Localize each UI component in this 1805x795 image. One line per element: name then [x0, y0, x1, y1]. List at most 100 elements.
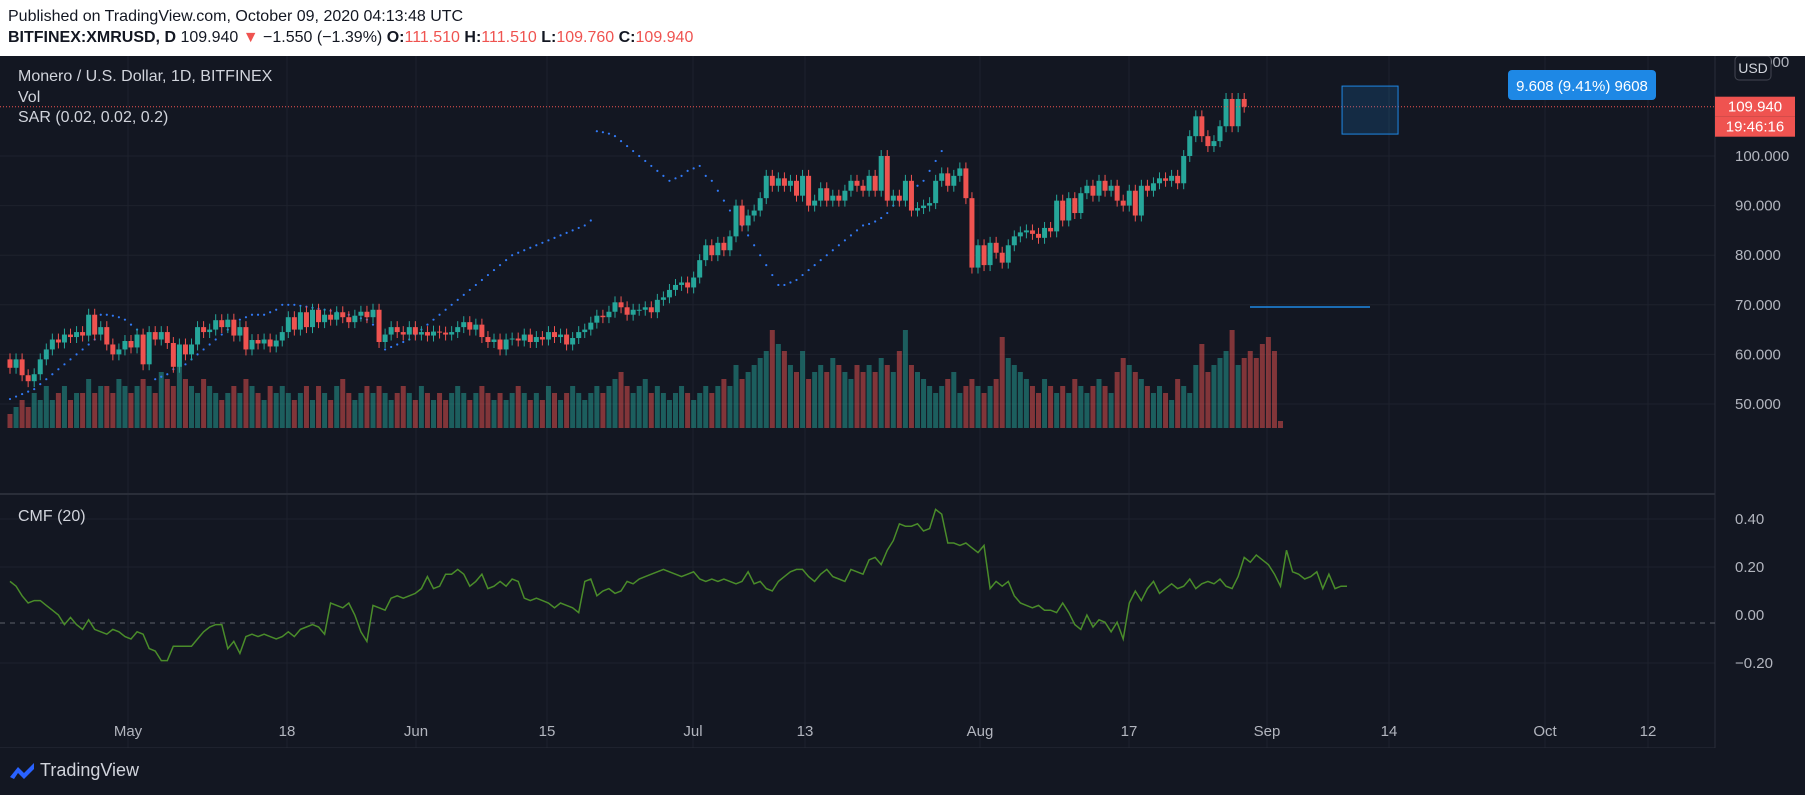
- sar-dot: [208, 343, 211, 346]
- candle-body: [800, 175, 806, 196]
- chart-canvas[interactable]: 9.608 (9.41%) 9608 Monero / U.S. Dollar,…: [0, 56, 1805, 748]
- header: Published on TradingView.com, October 09…: [0, 0, 1805, 56]
- volume-bar: [334, 386, 340, 428]
- candle-body: [939, 173, 945, 181]
- candle-body: [1157, 178, 1162, 184]
- candle-body: [158, 332, 164, 340]
- sar-dot: [692, 167, 695, 170]
- candle-body: [902, 180, 908, 201]
- candle-body: [890, 195, 896, 201]
- candle-body: [376, 309, 382, 342]
- volume-bar: [243, 379, 249, 428]
- candle-body: [19, 359, 25, 376]
- candle-body: [182, 344, 188, 355]
- volume-bar: [890, 372, 896, 428]
- candle-body: [170, 342, 176, 367]
- volume-bar: [1017, 372, 1023, 428]
- sar-dot: [728, 209, 732, 212]
- sar-dot: [722, 199, 726, 202]
- volume-bar: [140, 379, 146, 428]
- volume-bar: [1048, 386, 1054, 428]
- candle-body: [787, 180, 793, 186]
- candle-body: [691, 277, 697, 288]
- sar-dot: [69, 358, 72, 361]
- volume-bar: [878, 358, 884, 428]
- sar-dot: [384, 348, 387, 351]
- volume-bar: [666, 400, 672, 428]
- candle-body: [951, 175, 957, 186]
- volume-bar: [164, 379, 170, 428]
- sar-dot: [444, 308, 447, 311]
- sar-dot: [632, 149, 635, 153]
- sar-dot: [256, 313, 260, 316]
- candle-body: [340, 312, 346, 318]
- volume-bar: [570, 386, 576, 428]
- countdown-tag-text: 19:46:16: [1726, 119, 1784, 136]
- candle-body: [74, 332, 80, 338]
- candle-body: [781, 178, 787, 186]
- sar-dot: [795, 278, 798, 282]
- volume-bar: [654, 386, 660, 428]
- candle-body: [1217, 126, 1223, 142]
- sar-dot: [529, 246, 532, 249]
- volume-bar: [660, 393, 666, 428]
- currency-button[interactable]: [1734, 56, 1772, 81]
- volume-bar: [267, 386, 273, 428]
- candle-body: [1017, 232, 1023, 237]
- volume-bar: [170, 386, 176, 428]
- last-price-tag: [1715, 96, 1795, 117]
- sar-dot: [650, 164, 653, 168]
- volume-bar: [261, 400, 267, 428]
- sar-dot: [940, 149, 943, 153]
- currency-label: USD: [1738, 60, 1768, 76]
- sar-dot: [117, 316, 120, 319]
- candle-body: [219, 320, 225, 328]
- candle-body: [1235, 98, 1241, 127]
- candle-body: [231, 319, 237, 336]
- candle-body: [933, 180, 939, 204]
- sar-dot: [21, 392, 24, 396]
- last-price: 109.940: [180, 29, 239, 46]
- candle-body: [794, 180, 799, 196]
- candle-body: [1011, 236, 1017, 246]
- volume-bar: [382, 393, 388, 428]
- sar-dot: [783, 283, 786, 287]
- volume-bar: [848, 379, 854, 428]
- volume-bar: [1265, 337, 1271, 428]
- candle-body: [1108, 185, 1114, 191]
- sar-dot: [75, 353, 78, 356]
- candle-body: [98, 327, 104, 335]
- candle-body: [328, 314, 334, 320]
- price-tick-label: 50.000: [1735, 396, 1781, 413]
- sar-dot: [619, 140, 623, 143]
- cmf-tick-label: 0.40: [1735, 511, 1764, 528]
- sar-dot: [837, 244, 840, 247]
- candle-body: [957, 168, 963, 176]
- sar-dot: [680, 174, 683, 177]
- candle-body: [709, 245, 715, 256]
- candle-body: [352, 315, 358, 323]
- sar-dot: [626, 144, 629, 148]
- candle-body: [243, 327, 249, 350]
- volume-bar: [1023, 379, 1029, 428]
- time-tick-label: Aug: [967, 723, 994, 740]
- time-tick-label: 18: [279, 723, 296, 740]
- sar-dot: [831, 249, 834, 252]
- sar-dot: [238, 318, 241, 321]
- volume-bar: [55, 393, 61, 428]
- sar-dot: [777, 283, 780, 287]
- sar-dot: [771, 273, 774, 277]
- volume-bar: [552, 393, 557, 428]
- time-tick-label: 15: [539, 723, 556, 740]
- candle-body: [1144, 185, 1150, 191]
- volume-bar: [921, 379, 927, 428]
- volume-bar: [19, 400, 25, 428]
- candle-body: [757, 198, 763, 211]
- candle-body: [1029, 230, 1035, 234]
- measure-tool[interactable]: 9.608 (9.41%) 9608: [1341, 70, 1656, 135]
- candle-body: [1023, 230, 1029, 233]
- sar-dot: [14, 395, 18, 398]
- candle-body: [1193, 116, 1199, 137]
- legend-cmf: CMF (20): [18, 508, 86, 525]
- sar-dot: [105, 313, 108, 316]
